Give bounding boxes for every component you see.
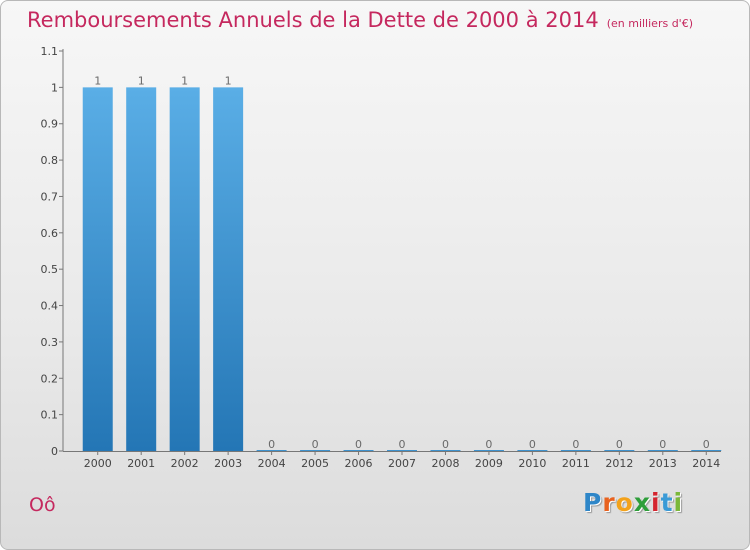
bar: [213, 87, 244, 451]
y-tick-label: 0.7: [41, 190, 59, 203]
x-tick-label: 2008: [431, 457, 459, 470]
y-tick-label: 0.6: [41, 227, 59, 240]
x-tick-label: 2009: [475, 457, 503, 470]
proxiti-logo[interactable]: Proxiti: [583, 488, 683, 522]
x-tick-label: 2001: [127, 457, 155, 470]
logo-letter: r: [602, 488, 616, 517]
x-tick-label: 2002: [171, 457, 199, 470]
logo-letter: i: [673, 488, 684, 517]
chart-axes: 0 0.1 0.2 0.3 0.4 0.5 0.6 0.7 0.8 0.9 1 1.1 2000 2001…: [41, 45, 721, 470]
y-tick-label: 0.1: [41, 409, 59, 422]
logo-letter: P: [583, 488, 603, 517]
bar: [473, 450, 504, 451]
data-label: 0: [268, 438, 275, 451]
logo-letter: o: [615, 488, 634, 517]
y-tick-label: 0.5: [41, 263, 59, 276]
bar: [691, 450, 722, 451]
x-tick-label: 2003: [214, 457, 242, 470]
data-label: 0: [485, 438, 492, 451]
y-tick-label: 0.9: [41, 118, 59, 131]
data-label: 0: [616, 438, 623, 451]
data-label: 1: [181, 74, 188, 87]
bar: [604, 450, 635, 451]
chart-subtitle: (en milliers d'€): [606, 17, 693, 30]
x-tick-label: 2000: [84, 457, 112, 470]
bar: [343, 450, 374, 451]
data-label: 1: [138, 74, 145, 87]
bar: [169, 87, 200, 451]
y-tick-label: 0.4: [41, 300, 59, 313]
data-label: 0: [312, 438, 319, 451]
data-label: 0: [399, 438, 406, 451]
data-label: 0: [355, 438, 362, 451]
data-label: 0: [703, 438, 710, 451]
chart-data-labels: 1 1 1 1 0 0 0 0 0 0 0 0 0 0 0: [94, 74, 710, 451]
x-tick-label: 2005: [301, 457, 329, 470]
x-tick-label: 2014: [692, 457, 720, 470]
bar: [387, 450, 417, 451]
bar: [300, 450, 331, 451]
data-label: 0: [529, 438, 536, 451]
bar: [517, 450, 548, 451]
y-tick-label: 0: [51, 445, 58, 458]
data-label: 0: [659, 438, 666, 451]
y-tick-label: 0.3: [41, 336, 59, 349]
x-tick-label: 2010: [518, 457, 546, 470]
bar: [647, 450, 678, 451]
y-tick-label: 1.1: [41, 45, 59, 58]
chart-bars: [82, 87, 722, 451]
y-tick-label: 0.8: [41, 154, 59, 167]
bar: [430, 450, 461, 451]
x-tick-label: 2012: [605, 457, 633, 470]
bar: [126, 87, 157, 451]
chart-title: Remboursements Annuels de la Dette de 20…: [27, 8, 693, 32]
logo-letter: i: [651, 488, 661, 517]
bar: [82, 87, 113, 451]
logo-letter: t: [660, 488, 674, 517]
y-tick-label: 0.2: [41, 372, 59, 385]
x-tick-label: 2011: [562, 457, 590, 470]
bar: [256, 450, 287, 451]
data-label: 1: [225, 74, 232, 87]
x-tick-label: 2006: [345, 457, 373, 470]
x-tick-label: 2007: [388, 457, 416, 470]
commune-name: Oô: [29, 494, 56, 516]
data-label: 1: [94, 74, 101, 87]
data-label: 0: [442, 438, 449, 451]
chart-title-text: Remboursements Annuels de la Dette de 20…: [27, 8, 599, 32]
bar: [560, 450, 591, 451]
x-tick-label: 2004: [258, 457, 286, 470]
y-tick-label: 1: [51, 81, 58, 94]
data-label: 0: [572, 438, 579, 451]
x-tick-label: 2013: [649, 457, 677, 470]
logo-letter: x: [633, 488, 651, 517]
